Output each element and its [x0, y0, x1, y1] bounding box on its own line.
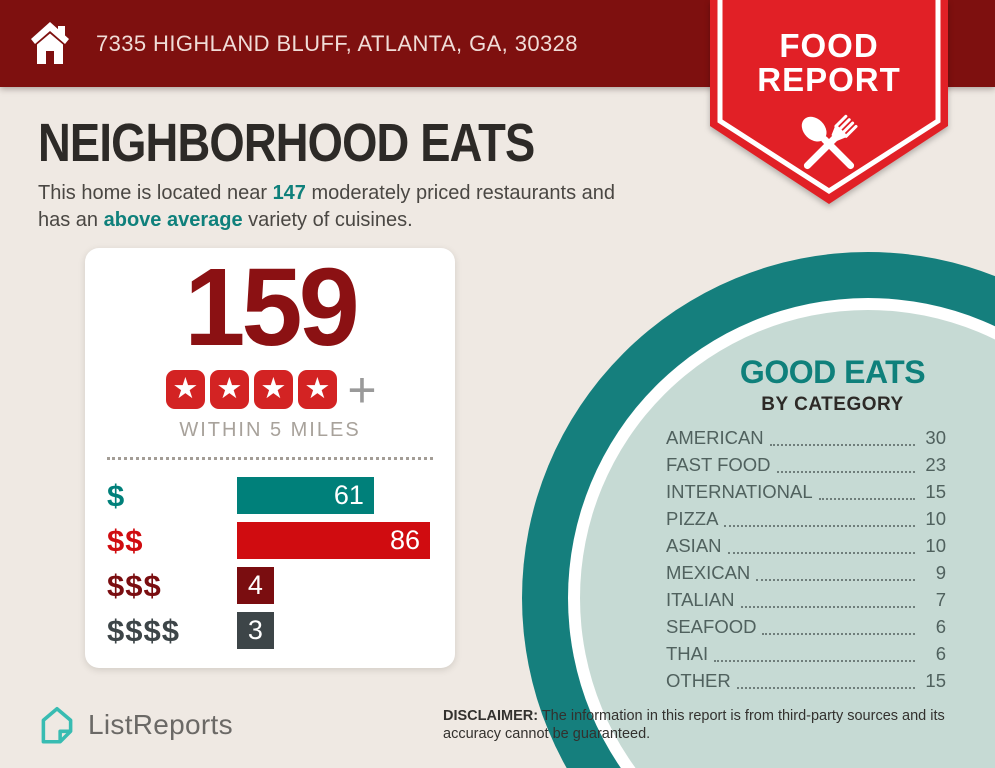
intro-sentence: This home is located near 147 moderately… [38, 180, 718, 234]
bar-row: $61 [107, 477, 430, 514]
price-tier-label: $$$$ [107, 612, 180, 648]
bar: 3 [237, 612, 274, 649]
dotted-leader [714, 660, 915, 662]
disclaimer: DISCLAIMER: The information in this repo… [443, 707, 971, 743]
bar-track: 3 [237, 612, 430, 649]
bar: 4 [237, 567, 274, 604]
ribbon-line1: FOOD [779, 27, 878, 64]
variety-highlight: above average [103, 209, 243, 231]
bar-row: $$ 86 [107, 522, 430, 559]
category-row: SEAFOOD 6 [666, 616, 946, 638]
good-eats-header: GOOD EATS BY CATEGORY [700, 354, 965, 416]
category-value: 10 [925, 508, 946, 529]
category-value: 6 [935, 616, 946, 637]
home-icon [31, 22, 69, 64]
bar-row: $$$ 4 [107, 567, 430, 604]
dotted-leader [818, 498, 915, 500]
dotted-leader [740, 606, 915, 608]
category-label: PIZZA [666, 508, 719, 529]
bar: 86 [237, 522, 430, 559]
dotted-leader [736, 687, 915, 689]
dotted-leader [756, 579, 915, 581]
bar-row: $$$$ 3 [107, 612, 430, 649]
listreports-brand: ListReports [36, 703, 233, 747]
intro-post: variety of cuisines. [242, 209, 413, 231]
category-label: OTHER [666, 670, 731, 691]
disclaimer-text: The information in this report is from t… [443, 708, 945, 742]
bar-track: 61 [237, 477, 430, 514]
price-bar-chart: $61 $$ 86 $$$ 4 $$$$ 3 [85, 477, 455, 649]
intro-pre: This home is located near [38, 182, 273, 204]
restaurant-summary-card: 159 ★ ★ ★ ★ + WITHIN 5 MILES $61 $$ 86 $$$ 4 $$$$… [85, 248, 455, 668]
total-restaurant-count: 159 [184, 246, 360, 369]
category-row: AMERICAN 30 [666, 427, 946, 449]
bar-track: 86 [237, 522, 430, 559]
category-label: MEXICAN [666, 562, 751, 583]
bar-value: 4 [247, 570, 263, 600]
yelp-star-icon: ★ [165, 370, 205, 409]
price-tier-label: $$$ [107, 567, 162, 603]
dotted-leader [762, 633, 915, 635]
category-value: 9 [935, 562, 946, 583]
category-label: SEAFOOD [666, 616, 757, 637]
brand-name: ListReports [88, 709, 233, 740]
category-row: MEXICAN 9 [666, 562, 946, 584]
yelp-star-icon: ★ [209, 370, 249, 409]
radius-label: WITHIN 5 MILES [179, 419, 361, 441]
restaurant-count: 147 [272, 182, 306, 204]
category-row: ASIAN 10 [666, 535, 946, 557]
good-eats-title: GOOD EATS [739, 354, 926, 390]
listreports-logo-icon [41, 706, 73, 744]
category-row: ITALIAN 7 [666, 589, 946, 611]
dotted-leader [727, 552, 915, 554]
category-value: 15 [925, 481, 946, 502]
yelp-star-icon: ★ [253, 370, 293, 409]
page-title: NEIGHBORHOOD EATS [38, 113, 535, 173]
category-value: 10 [925, 535, 946, 556]
dotted-leader [769, 444, 915, 446]
category-row: FAST FOOD 23 [666, 454, 946, 476]
dotted-leader [776, 471, 915, 473]
good-eats-subtitle: BY CATEGORY [761, 394, 904, 415]
price-tier-label: $$ [107, 522, 144, 558]
dotted-divider [107, 457, 433, 460]
star-rating: ★ ★ ★ ★ + [85, 361, 455, 418]
category-label: INTERNATIONAL [666, 481, 813, 502]
category-label: ITALIAN [666, 589, 735, 610]
category-value: 30 [925, 427, 946, 448]
intro-mid2: has an [38, 209, 104, 231]
category-list: AMERICAN 30 FAST FOOD 23 INTERNATIONAL 15 PIZZ… [666, 427, 946, 700]
category-label: FAST FOOD [666, 454, 771, 475]
bar-track: 4 [237, 567, 430, 604]
category-value: 6 [935, 643, 946, 664]
ribbon-line2: REPORT [757, 61, 901, 98]
category-row: INTERNATIONAL 15 [666, 481, 946, 503]
bar: 61 [237, 477, 374, 514]
category-value: 23 [925, 454, 946, 475]
category-row: OTHER 15 [666, 670, 946, 692]
disclaimer-label: DISCLAIMER: [443, 708, 539, 724]
category-value: 15 [925, 670, 946, 691]
bar-value: 61 [333, 480, 364, 510]
bar-value: 3 [247, 615, 263, 645]
category-value: 7 [935, 589, 946, 610]
bar-value: 86 [389, 525, 420, 555]
dotted-leader [724, 525, 915, 527]
plus-icon: + [347, 361, 377, 418]
category-label: AMERICAN [666, 427, 764, 448]
category-label: THAI [666, 643, 709, 664]
category-row: PIZZA 10 [666, 508, 946, 530]
category-row: THAI 6 [666, 643, 946, 665]
property-address: 7335 HIGHLAND BLUFF, ATLANTA, GA, 30328 [96, 30, 578, 56]
yelp-star-icon: ★ [297, 370, 337, 409]
category-label: ASIAN [666, 535, 722, 556]
food-report-ribbon: FOOD REPORT [710, 0, 948, 204]
intro-mid1: moderately priced restaurants and [305, 182, 615, 204]
price-tier-label: $ [107, 477, 126, 513]
crossed-spoon-fork-icon [801, 114, 858, 170]
